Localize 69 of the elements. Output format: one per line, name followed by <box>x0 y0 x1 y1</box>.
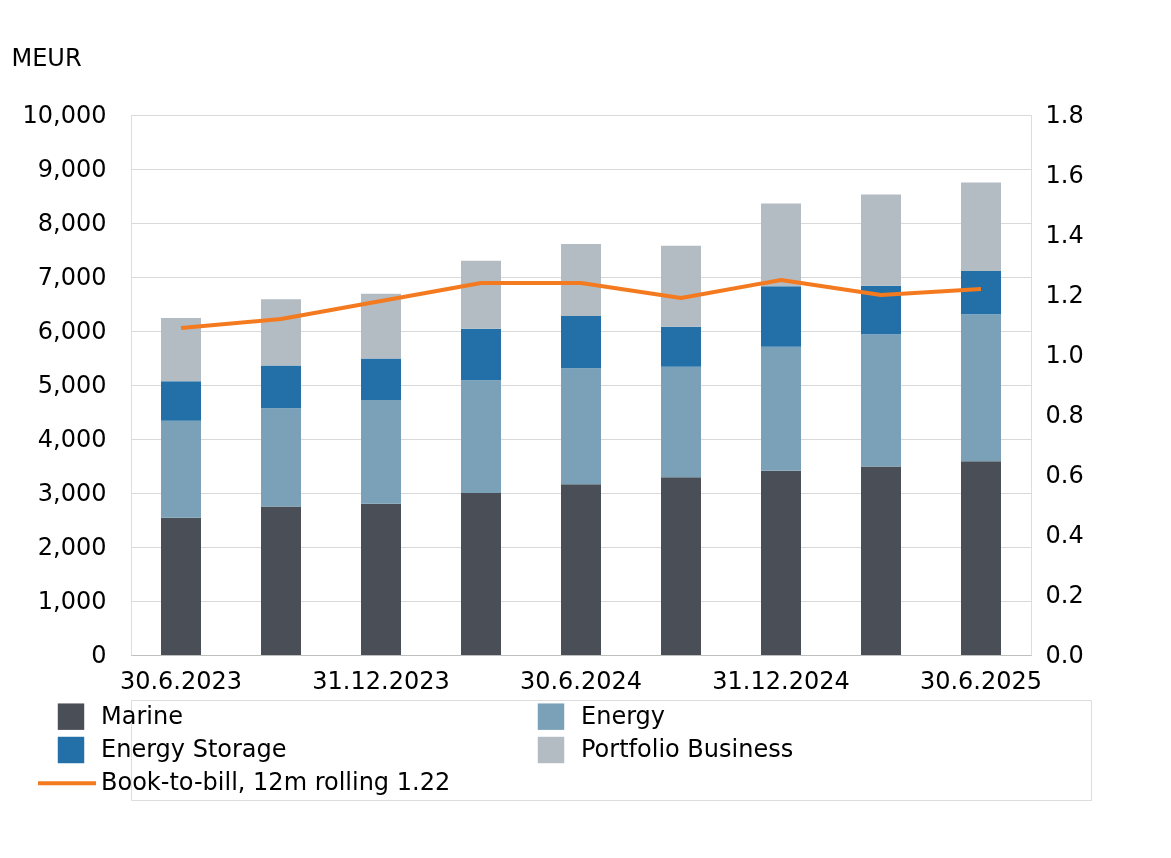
y-tick-label: 5,000 <box>37 370 107 399</box>
line-series <box>179 278 983 330</box>
y-tick-label: 8,000 <box>37 208 107 237</box>
bar <box>461 493 501 655</box>
y-tick-label: 10,000 <box>22 100 107 129</box>
x-tick-label: 31.12.2023 <box>312 666 450 695</box>
bar <box>861 334 901 467</box>
bar <box>761 286 801 347</box>
bar <box>361 358 401 401</box>
y-tick-label: 6,000 <box>37 316 107 345</box>
bar <box>961 314 1001 462</box>
bar <box>261 408 301 507</box>
bar <box>161 420 201 518</box>
bar <box>361 293 401 359</box>
bar <box>361 400 401 504</box>
x-tick-label: 31.12.2024 <box>712 666 850 695</box>
bar <box>861 466 901 655</box>
bar <box>661 477 701 655</box>
bar <box>561 484 601 655</box>
bar <box>461 328 501 381</box>
y2-tick-label: 1.2 <box>1045 280 1084 309</box>
bar <box>161 318 201 382</box>
bar <box>661 326 701 367</box>
bar <box>761 346 801 471</box>
y-tick-label: 1,000 <box>37 586 107 615</box>
y-tick-label: 3,000 <box>37 478 107 507</box>
bar <box>561 368 601 485</box>
bar <box>761 203 801 287</box>
bar <box>661 245 701 327</box>
legend-label: Marine <box>101 701 183 730</box>
bar <box>261 506 301 655</box>
bar <box>461 260 501 329</box>
bar <box>361 503 401 655</box>
y2-tick-label: 1.0 <box>1045 340 1084 369</box>
bar <box>261 365 301 409</box>
y-tick-label: 7,000 <box>37 262 107 291</box>
bar <box>661 366 701 478</box>
y2-tick-label: 0.6 <box>1045 460 1084 489</box>
bar <box>161 517 201 655</box>
bar <box>861 285 901 335</box>
bar <box>861 194 901 286</box>
bar <box>761 470 801 655</box>
y-axis-title: MEUR <box>11 43 82 72</box>
legend-label: Energy Storage <box>101 735 287 763</box>
y-tick-label: 0 <box>91 640 107 669</box>
bar <box>961 461 1001 655</box>
bar <box>961 271 1001 315</box>
bar <box>261 299 301 366</box>
x-tick-label: 30.6.2023 <box>119 666 243 695</box>
y2-tick-label: 1.8 <box>1045 100 1084 129</box>
y2-tick-label: 0.8 <box>1045 400 1084 429</box>
bar <box>561 315 601 369</box>
y2-tick-label: 1.6 <box>1045 160 1084 189</box>
x-tick-label: 30.6.2024 <box>519 666 643 695</box>
bar <box>161 381 201 421</box>
bar <box>461 380 501 493</box>
x-tick-label: 30.6.2025 <box>919 666 1043 695</box>
y-tick-label: 9,000 <box>37 154 107 183</box>
legend-label: Portfolio Business <box>581 735 794 763</box>
y2-tick-label: 1.4 <box>1045 220 1084 249</box>
legend-label: Energy <box>581 701 666 730</box>
y2-tick-label: 0.0 <box>1045 640 1084 669</box>
y2-tick-label: 0.2 <box>1045 580 1084 609</box>
legend-label: Book-to-bill, 12m rolling 1.22 <box>101 768 451 797</box>
y-tick-label: 4,000 <box>37 424 107 453</box>
bar <box>961 182 1001 272</box>
y-tick-label: 2,000 <box>37 532 107 561</box>
bar <box>561 244 601 316</box>
y2-tick-label: 0.4 <box>1045 520 1084 549</box>
